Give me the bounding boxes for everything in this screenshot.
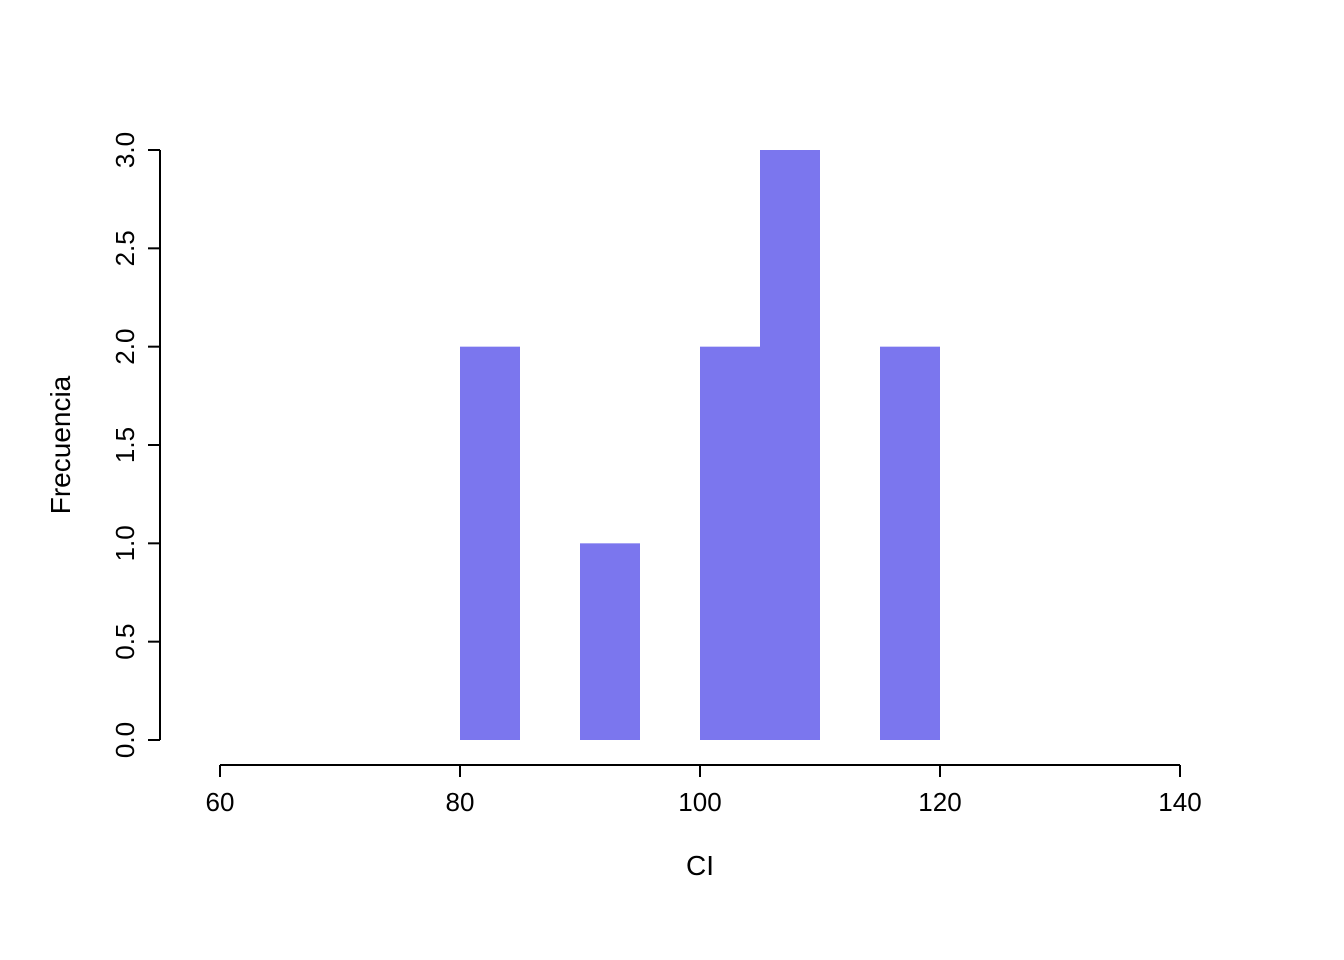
x-tick-label: 60 <box>206 787 235 817</box>
y-tick-label: 2.5 <box>110 230 140 266</box>
x-axis-title: CI <box>686 850 714 881</box>
x-tick-label: 140 <box>1158 787 1201 817</box>
y-tick-label: 2.0 <box>110 329 140 365</box>
y-tick-label: 0.5 <box>110 624 140 660</box>
y-axis-title: Frecuencia <box>45 375 76 514</box>
histogram-bar <box>760 150 820 740</box>
y-tick-label: 3.0 <box>110 132 140 168</box>
histogram-bar <box>880 347 940 740</box>
x-tick-label: 80 <box>446 787 475 817</box>
y-tick-label: 1.5 <box>110 427 140 463</box>
histogram-chart: 0.0 0.5 1.0 1.5 2.0 2.5 3.0 Frecuencia 60 80 100 12… <box>0 0 1344 960</box>
y-tick-label: 0.0 <box>110 722 140 758</box>
histogram-bar <box>700 347 760 740</box>
x-tick-label: 100 <box>678 787 721 817</box>
histogram-bar <box>580 543 640 740</box>
histogram-bar <box>460 347 520 740</box>
x-tick-label: 120 <box>918 787 961 817</box>
chart-svg: 0.0 0.5 1.0 1.5 2.0 2.5 3.0 Frecuencia 60 80 100 12… <box>0 0 1344 960</box>
y-tick-label: 1.0 <box>110 525 140 561</box>
